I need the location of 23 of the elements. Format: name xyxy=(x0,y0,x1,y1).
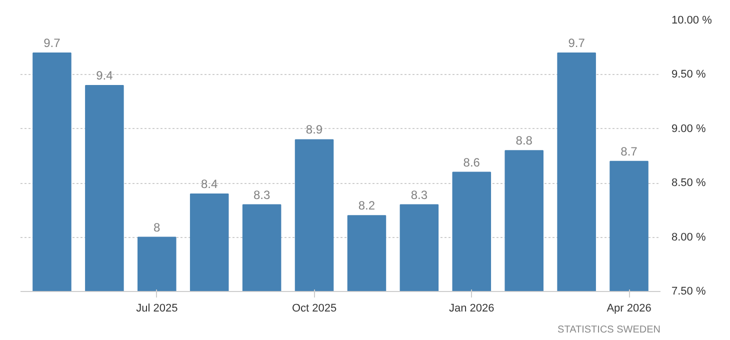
data-label: 8.2 xyxy=(358,198,376,213)
y-tick-label: 8.00 % xyxy=(672,231,706,244)
data-label: 8.6 xyxy=(463,155,480,170)
x-tick-label: Jul 2025 xyxy=(136,302,178,314)
data-label: 8.3 xyxy=(253,188,270,202)
y-tick-label: 10.00 % xyxy=(672,14,712,26)
data-label: 8.4 xyxy=(201,176,218,191)
x-tick-label: Apr 2026 xyxy=(606,302,652,314)
y-tick-label: 8.50 % xyxy=(672,177,706,190)
data-label: 8.9 xyxy=(306,122,323,137)
y-tick-label: 9.50 % xyxy=(672,68,706,81)
y-tick-label: 7.50 % xyxy=(672,286,706,298)
y-tick-label: 9.00 % xyxy=(672,122,706,135)
text: STATISTICS SWEDEN xyxy=(558,324,660,336)
data-label: 9.7 xyxy=(44,36,61,50)
data-label: 8 xyxy=(154,220,161,234)
data-label: 8.7 xyxy=(620,144,638,158)
data-label: 8.3 xyxy=(410,188,428,202)
data-label: 9.4 xyxy=(96,68,114,83)
data-label: 9.7 xyxy=(568,36,586,50)
data-label: 8.8 xyxy=(516,134,533,148)
x-tick-label: Oct 2025 xyxy=(292,302,337,314)
x-tick-label: Jan 2026 xyxy=(449,302,494,314)
